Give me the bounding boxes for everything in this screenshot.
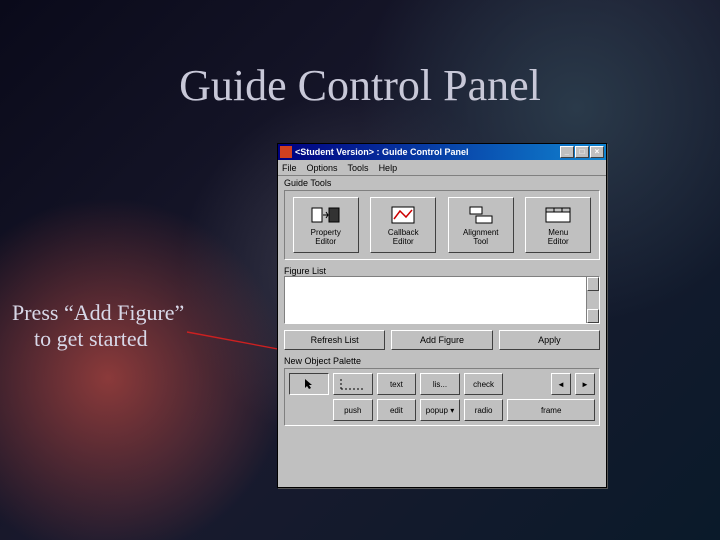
close-button[interactable]: × <box>590 146 604 158</box>
guide-window: <Student Version> : Guide Control Panel … <box>277 143 607 488</box>
titlebar[interactable]: <Student Version> : Guide Control Panel … <box>278 144 606 160</box>
menu-help[interactable]: Help <box>379 163 398 173</box>
text-tool-button[interactable]: text <box>377 373 417 395</box>
menu-editor-button[interactable]: Menu Editor <box>525 197 591 253</box>
new-object-label: New Object Palette <box>278 354 606 366</box>
next-button[interactable]: ► <box>575 373 595 395</box>
guide-tools-label: Guide Tools <box>278 176 606 188</box>
scrollbar[interactable] <box>586 277 599 323</box>
callout-line1: Press “Add Figure” <box>12 300 184 325</box>
figure-list-label: Figure List <box>278 264 606 276</box>
window-title: <Student Version> : Guide Control Panel <box>295 147 560 157</box>
tool-label: Editor <box>315 238 336 246</box>
callout-line2: to get started <box>34 326 148 351</box>
add-figure-button[interactable]: Add Figure <box>391 330 492 350</box>
axes-icon <box>339 377 367 391</box>
menu-options[interactable]: Options <box>307 163 338 173</box>
axes-tool-button[interactable] <box>333 373 373 395</box>
callout-text: Press “Add Figure” to get started <box>12 300 184 353</box>
refresh-list-button[interactable]: Refresh List <box>284 330 385 350</box>
menu-editor-icon <box>543 204 573 226</box>
property-editor-icon <box>311 204 341 226</box>
property-editor-button[interactable]: Property Editor <box>293 197 359 253</box>
alignment-tool-icon <box>466 204 496 226</box>
checkbox-tool-button[interactable]: check <box>464 373 504 395</box>
tool-label: Editor <box>548 238 569 246</box>
pointer-icon <box>303 378 315 390</box>
alignment-tool-button[interactable]: Alignment Tool <box>448 197 514 253</box>
action-row: Refresh List Add Figure Apply <box>284 330 600 350</box>
select-tool-button[interactable] <box>289 373 329 395</box>
callback-editor-icon <box>388 204 418 226</box>
minimize-button[interactable]: _ <box>560 146 574 158</box>
callback-editor-button[interactable]: Callback Editor <box>370 197 436 253</box>
edit-tool-button[interactable]: edit <box>377 399 417 421</box>
push-tool-button[interactable]: push <box>333 399 373 421</box>
tool-label: Tool <box>473 238 488 246</box>
popup-tool-button[interactable]: popup ▾ <box>420 399 460 421</box>
app-icon <box>280 146 292 158</box>
guide-tools-panel: Property Editor Callback Editor Alignmen… <box>284 190 600 260</box>
slide-title: Guide Control Panel <box>0 60 720 111</box>
prev-button[interactable]: ◄ <box>551 373 571 395</box>
apply-button[interactable]: Apply <box>499 330 600 350</box>
menubar: File Options Tools Help <box>278 160 606 176</box>
maximize-button[interactable]: □ <box>575 146 589 158</box>
frame-tool-button[interactable]: frame <box>507 399 595 421</box>
figure-list[interactable] <box>284 276 600 324</box>
menu-tools[interactable]: Tools <box>348 163 369 173</box>
radio-tool-button[interactable]: radio <box>464 399 504 421</box>
tool-label: Editor <box>393 238 414 246</box>
new-object-palette: text lis... check ◄ ► push edit popup ▾ … <box>284 368 600 426</box>
listbox-tool-button[interactable]: lis... <box>420 373 460 395</box>
menu-file[interactable]: File <box>282 163 297 173</box>
